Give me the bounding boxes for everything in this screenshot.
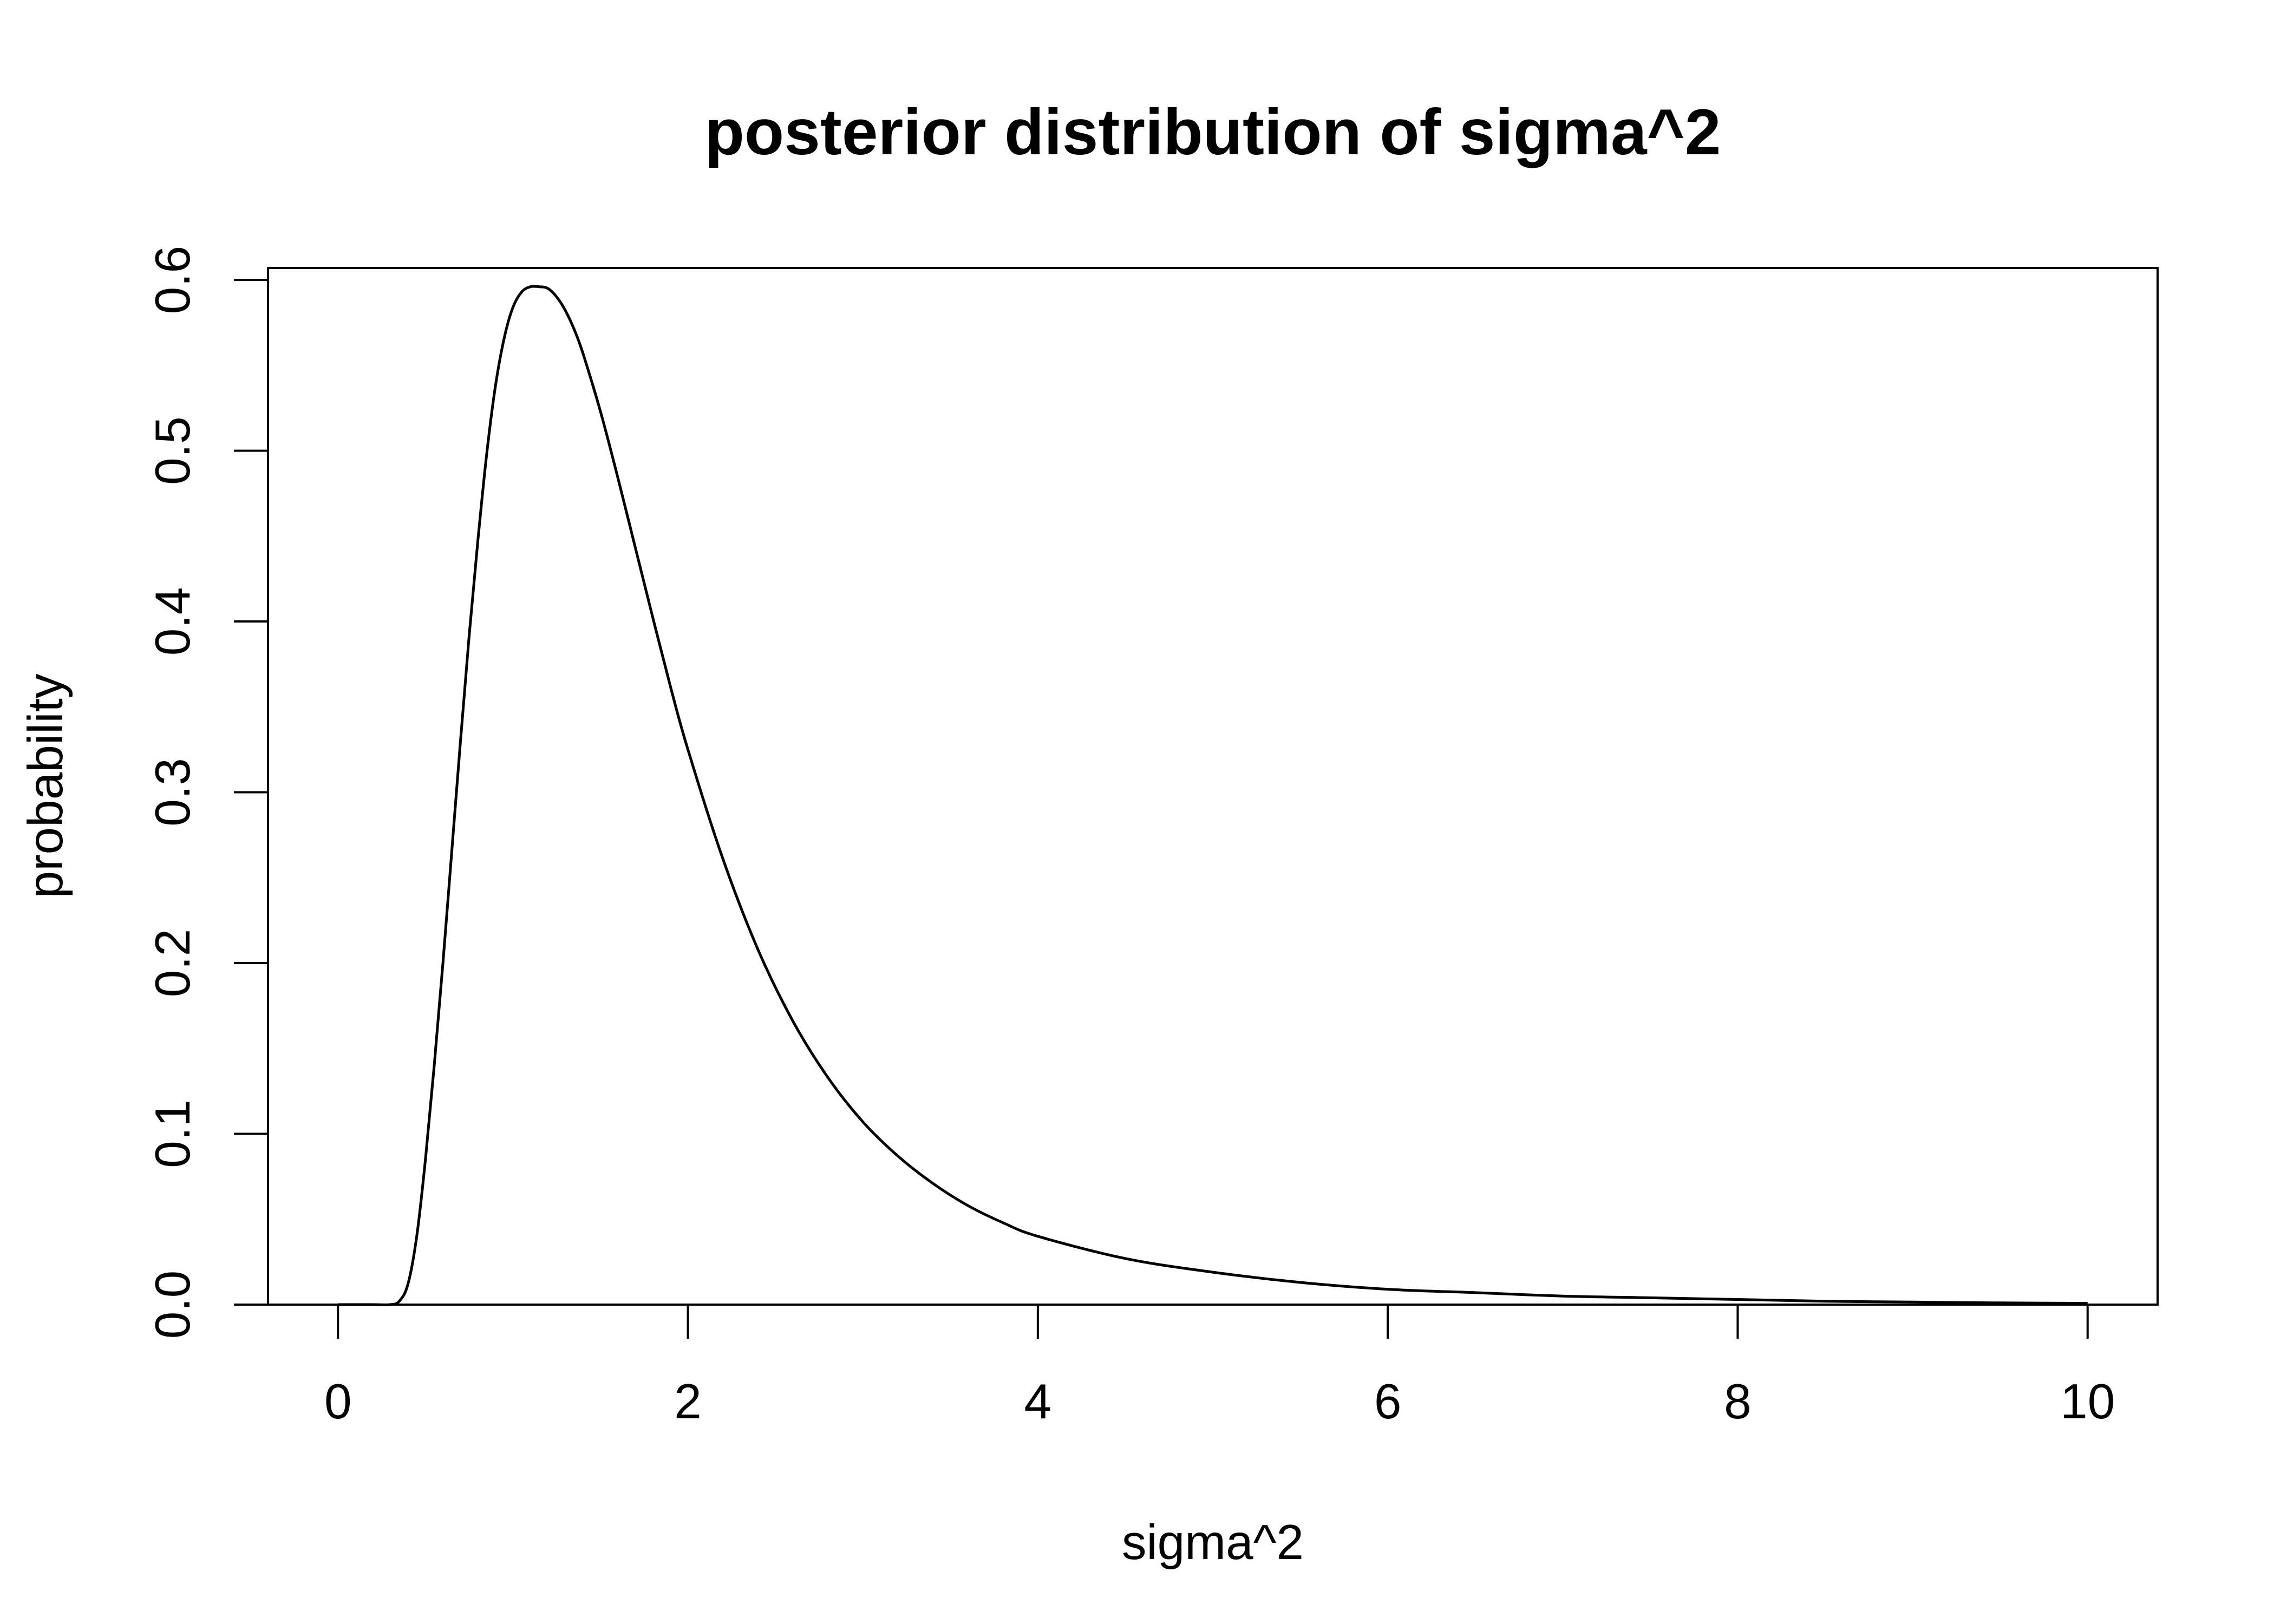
x-tick-label: 10 bbox=[2060, 1374, 2115, 1429]
x-tick-label: 8 bbox=[1724, 1374, 1752, 1429]
y-tick-label: 0.0 bbox=[146, 1271, 200, 1339]
x-tick-label: 4 bbox=[1024, 1374, 1052, 1429]
chart-title: posterior distribution of sigma^2 bbox=[705, 96, 1721, 168]
y-axis: 0.0 0.1 0.2 0.3 0.4 0.5 0.6 bbox=[146, 246, 269, 1339]
y-tick-label: 0.4 bbox=[146, 587, 200, 656]
x-axis-label: sigma^2 bbox=[1122, 1515, 1304, 1570]
density-curve bbox=[338, 285, 2088, 1306]
x-tick-label: 6 bbox=[1374, 1374, 1402, 1429]
x-tick-label: 0 bbox=[324, 1374, 352, 1429]
y-tick-label: 0.1 bbox=[146, 1099, 200, 1168]
x-tick-label: 2 bbox=[674, 1374, 702, 1429]
y-tick-label: 0.5 bbox=[146, 416, 200, 485]
y-tick-label: 0.2 bbox=[146, 929, 200, 998]
y-axis-label: probability bbox=[18, 673, 73, 898]
y-tick-label: 0.3 bbox=[146, 758, 200, 827]
y-tick-label: 0.6 bbox=[146, 246, 200, 315]
plot-frame bbox=[267, 267, 2159, 1306]
x-axis: 0 2 4 6 8 10 bbox=[324, 1304, 2115, 1429]
